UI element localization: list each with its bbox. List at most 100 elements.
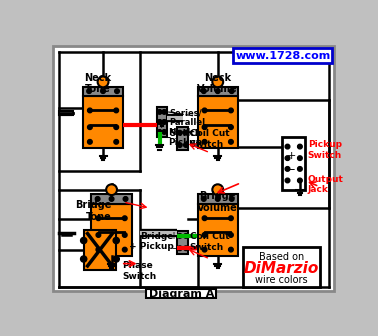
Text: Neck
Volume: Neck Volume [197, 73, 238, 94]
Circle shape [162, 130, 167, 134]
Bar [282, 136, 305, 191]
Text: Output
Jack: Output Jack [308, 175, 344, 195]
Text: Coil Cut
Switch: Coil Cut Switch [190, 233, 229, 252]
Circle shape [229, 125, 233, 129]
Circle shape [109, 197, 114, 201]
Circle shape [157, 130, 162, 134]
Circle shape [177, 234, 182, 238]
Circle shape [202, 139, 207, 144]
Circle shape [229, 108, 233, 113]
Circle shape [202, 247, 207, 252]
Circle shape [202, 216, 207, 220]
Circle shape [98, 77, 108, 87]
Text: Pickup
Switch: Pickup Switch [308, 140, 342, 160]
Circle shape [285, 156, 290, 161]
Bar [177, 127, 188, 151]
Circle shape [229, 139, 233, 144]
Text: Phase
Switch: Phase Switch [122, 261, 156, 281]
Bar [84, 230, 116, 270]
Circle shape [201, 197, 206, 201]
Circle shape [113, 238, 119, 244]
Circle shape [88, 125, 92, 129]
Circle shape [88, 108, 92, 113]
Bar [198, 96, 238, 148]
Bar [243, 247, 320, 287]
Circle shape [157, 120, 162, 124]
Circle shape [229, 216, 233, 220]
Circle shape [184, 130, 188, 135]
Circle shape [162, 110, 167, 114]
Circle shape [297, 178, 302, 183]
Circle shape [285, 167, 290, 171]
Text: –: – [164, 131, 170, 144]
Circle shape [81, 238, 87, 244]
Bar [198, 194, 238, 204]
Text: Based on: Based on [259, 252, 304, 262]
Circle shape [202, 108, 207, 113]
Text: DiMarzio: DiMarzio [243, 261, 319, 276]
Circle shape [88, 139, 92, 144]
Circle shape [96, 233, 101, 237]
Text: Neck
Pickup: Neck Pickup [168, 128, 202, 147]
Circle shape [212, 184, 223, 195]
Circle shape [114, 125, 119, 129]
Circle shape [96, 247, 101, 252]
Circle shape [212, 77, 223, 87]
Circle shape [114, 139, 119, 144]
Bar [91, 204, 132, 256]
Circle shape [201, 89, 206, 93]
Text: –: – [172, 243, 177, 253]
Text: Bridge
Tone: Bridge Tone [75, 201, 112, 222]
Bar [83, 96, 123, 148]
Circle shape [87, 89, 91, 93]
Text: +: + [156, 120, 166, 130]
Text: Neck
Tone: Neck Tone [84, 73, 111, 94]
Circle shape [215, 197, 220, 201]
Bar [91, 194, 132, 204]
Circle shape [285, 178, 290, 183]
Circle shape [122, 233, 127, 237]
Text: www.1728.com: www.1728.com [235, 51, 330, 61]
Bar [198, 204, 238, 256]
Circle shape [113, 256, 119, 262]
Circle shape [95, 197, 100, 201]
Bar [156, 107, 167, 137]
Circle shape [229, 233, 233, 237]
Bar [198, 86, 238, 96]
Circle shape [115, 89, 119, 93]
Circle shape [297, 167, 302, 171]
Circle shape [184, 143, 188, 148]
Circle shape [177, 130, 182, 135]
Text: Series/
Parallel
Switch: Series/ Parallel Switch [169, 108, 205, 138]
Circle shape [122, 216, 127, 220]
Circle shape [157, 110, 162, 114]
Circle shape [114, 108, 119, 113]
Circle shape [202, 125, 207, 129]
Circle shape [96, 216, 101, 220]
Text: Bridge
+ Pickup: Bridge + Pickup [129, 232, 174, 251]
Text: Diagram A: Diagram A [149, 289, 214, 299]
Circle shape [229, 247, 233, 252]
Circle shape [122, 247, 127, 252]
Text: wire colors: wire colors [255, 275, 308, 285]
Circle shape [229, 197, 234, 201]
Circle shape [285, 144, 290, 149]
Bar [233, 48, 332, 64]
Text: Coil Cut
Switch: Coil Cut Switch [190, 129, 229, 149]
Circle shape [202, 233, 207, 237]
Circle shape [297, 156, 302, 161]
Text: +: + [169, 231, 177, 241]
Circle shape [162, 120, 167, 124]
Circle shape [297, 144, 302, 149]
Circle shape [184, 246, 188, 251]
Circle shape [177, 246, 182, 251]
Circle shape [106, 184, 117, 195]
Circle shape [215, 89, 220, 93]
Circle shape [101, 89, 105, 93]
Bar [83, 86, 123, 96]
Circle shape [229, 89, 234, 93]
Bar [177, 230, 188, 254]
Circle shape [184, 234, 188, 238]
Circle shape [123, 197, 128, 201]
Circle shape [177, 143, 182, 148]
